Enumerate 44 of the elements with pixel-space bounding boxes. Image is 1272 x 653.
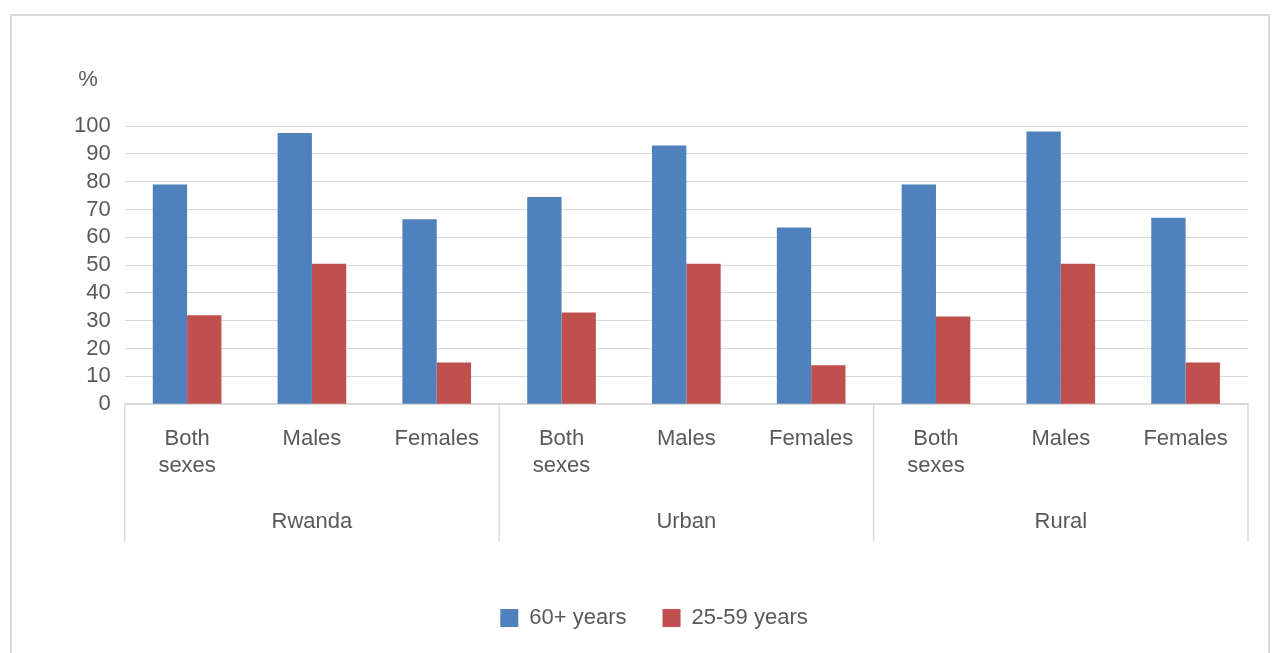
x-tick-label: Males (657, 425, 716, 451)
y-axis-title: % (78, 66, 98, 92)
bar (152, 184, 188, 404)
y-tick-label: 40 (86, 278, 111, 304)
text: Rural (1034, 508, 1088, 534)
bar (776, 227, 812, 404)
bar (311, 263, 347, 404)
x-tick-label: Both sexes (532, 425, 591, 477)
y-tick-label: 70 (86, 195, 111, 221)
y-tick-label: 90 (86, 139, 111, 165)
bar (686, 263, 721, 404)
bar (561, 312, 596, 404)
y-tick-label: 0 (98, 390, 111, 416)
bar (1026, 131, 1061, 404)
text: Urban (656, 508, 717, 534)
y-tick-label: 80 (86, 167, 111, 193)
y-tick-label: 60 (86, 223, 111, 249)
x-tick-label: Males (282, 425, 342, 451)
x-tick-label: Males (1031, 425, 1091, 451)
x-tick-label: Both sexes (158, 425, 216, 477)
bar (187, 315, 222, 404)
x-tick-label: Females (394, 425, 479, 451)
bar (277, 132, 312, 404)
legend-label: 25-59 years (691, 604, 808, 630)
bar (652, 145, 687, 404)
y-tick-label: 20 (86, 334, 111, 360)
bar (527, 196, 562, 404)
y-tick-label: 50 (86, 251, 111, 277)
bar (436, 362, 472, 404)
x-tick-label: Females (1143, 425, 1228, 451)
bar (1185, 362, 1220, 404)
bar (811, 365, 846, 404)
y-tick-label: 30 (86, 306, 111, 332)
legend-label: 60+ years (529, 604, 627, 630)
y-tick-label: 100 (73, 112, 111, 138)
bar (935, 316, 971, 404)
y-tick-label: 10 (86, 362, 111, 388)
bar (1060, 263, 1096, 404)
x-tick-label: Both sexes (907, 425, 965, 477)
bar (402, 219, 437, 404)
x-tick-label: Females (768, 425, 854, 451)
bar (1151, 217, 1186, 404)
text: Rwanda (271, 508, 354, 534)
bar (901, 184, 936, 404)
